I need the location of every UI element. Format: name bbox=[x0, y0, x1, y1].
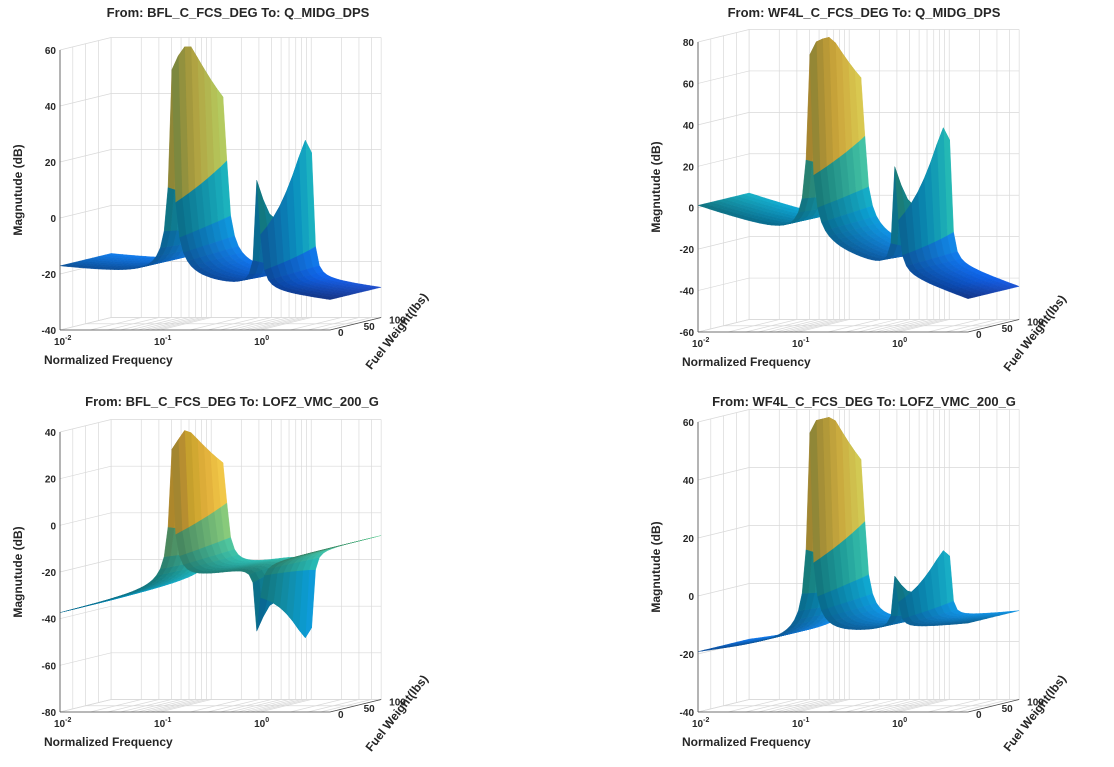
z-tick-label: -40 bbox=[42, 615, 57, 626]
z-tick-label: 80 bbox=[683, 38, 695, 49]
x-tick-label: 100 bbox=[254, 717, 269, 730]
z-tick-labels: -60 -40 -20 0 20 40 60 80 bbox=[680, 38, 695, 339]
y-tick-labels: 0 50 100 bbox=[976, 318, 1044, 342]
y-tick-label: 50 bbox=[1002, 704, 1014, 715]
z-tick-label: -80 bbox=[42, 708, 57, 719]
surface-patch bbox=[326, 546, 337, 550]
subplot-wf4l-to-q-midg: -60 -40 -20 0 20 40 60 80 10-2 10-1 100 0 50 100 Magnu… bbox=[649, 5, 1069, 374]
y-axis-line bbox=[967, 699, 1020, 713]
y-tick-label: 0 bbox=[976, 710, 982, 721]
x-axis-label: Normalized Frequency bbox=[682, 735, 811, 749]
surface bbox=[59, 429, 382, 639]
z-tick-label: 60 bbox=[683, 79, 695, 90]
chart-title: From: BFL_C_FCS_DEG To: LOFZ_VMC_200_G bbox=[85, 394, 379, 409]
y-axis-line bbox=[329, 317, 382, 331]
x-tick-label: 10-2 bbox=[54, 717, 71, 730]
y-tick-label: 100 bbox=[1027, 698, 1044, 709]
x-tick-label: 100 bbox=[892, 717, 907, 730]
axes bbox=[59, 50, 382, 331]
axes bbox=[697, 422, 1020, 713]
subplot-bfl-to-q-midg: -40 -20 0 20 40 60 10-2 10-1 100 0 50 100 Magnutude … bbox=[11, 5, 431, 372]
y-tick-label: 50 bbox=[364, 322, 376, 333]
z-tick-label: 20 bbox=[683, 534, 695, 545]
z-tick-label: -60 bbox=[42, 661, 57, 672]
x-tick-label: 10-1 bbox=[154, 335, 171, 348]
z-tick-labels: -80 -60 -40 -20 0 20 40 bbox=[42, 428, 57, 719]
x-axis-label: Normalized Frequency bbox=[44, 735, 173, 749]
z-tick-label: 60 bbox=[45, 46, 57, 57]
y-axis-line bbox=[967, 319, 1020, 333]
surface-patch bbox=[963, 295, 976, 299]
z-tick-label: 60 bbox=[683, 418, 695, 429]
z-tick-label: -60 bbox=[680, 328, 695, 339]
z-tick-label: -40 bbox=[42, 326, 57, 337]
surface-patch bbox=[964, 621, 975, 624]
z-tick-label: 20 bbox=[45, 158, 57, 169]
surface bbox=[59, 46, 382, 300]
z-tick-labels: -40 -20 0 20 40 60 bbox=[42, 46, 57, 337]
subplot-bfl-to-lofz: -80 -60 -40 -20 0 20 40 10-2 10-1 100 0 50 100 Magnut… bbox=[11, 394, 431, 754]
axes bbox=[59, 432, 382, 713]
z-axis-label: Magnutude (dB) bbox=[11, 144, 25, 235]
surface bbox=[697, 416, 1020, 652]
x-tick-label: 10-2 bbox=[692, 337, 709, 350]
x-tick-labels: 10-2 10-1 100 bbox=[54, 335, 269, 348]
z-tick-label: -20 bbox=[680, 245, 695, 256]
z-axis-label: Magnutude (dB) bbox=[11, 526, 25, 617]
z-tick-label: 40 bbox=[45, 428, 57, 439]
x-axis-label: Normalized Frequency bbox=[682, 355, 811, 369]
y-tick-labels: 0 50 100 bbox=[338, 316, 406, 340]
z-tick-label: -20 bbox=[680, 650, 695, 661]
z-axis-label: Magnutude (dB) bbox=[649, 521, 663, 612]
z-tick-label: -20 bbox=[42, 270, 57, 281]
x-tick-labels: 10-2 10-1 100 bbox=[692, 717, 907, 730]
z-tick-label: 20 bbox=[45, 475, 57, 486]
z-tick-labels: -40 -20 0 20 40 60 bbox=[680, 418, 695, 719]
y-tick-label: 50 bbox=[364, 704, 376, 715]
y-tick-label: 0 bbox=[338, 710, 344, 721]
y-tick-label: 100 bbox=[1027, 318, 1044, 329]
z-tick-label: 40 bbox=[683, 121, 695, 132]
y-tick-label: 50 bbox=[1002, 324, 1014, 335]
x-tick-label: 10-2 bbox=[54, 335, 71, 348]
y-tick-labels: 0 50 100 bbox=[338, 698, 406, 722]
z-tick-label: 0 bbox=[50, 521, 56, 532]
surface bbox=[697, 36, 1020, 299]
z-tick-label: 0 bbox=[50, 214, 56, 225]
y-tick-label: 100 bbox=[389, 316, 406, 327]
z-axis-label: Magnutude (dB) bbox=[649, 141, 663, 232]
y-tick-label: 0 bbox=[976, 330, 982, 341]
x-tick-label: 10-2 bbox=[692, 717, 709, 730]
axes bbox=[697, 42, 1020, 333]
z-tick-label: -40 bbox=[680, 708, 695, 719]
x-tick-label: 100 bbox=[254, 335, 269, 348]
z-tick-label: -20 bbox=[42, 568, 57, 579]
y-tick-labels: 0 50 100 bbox=[976, 698, 1044, 722]
chart-title: From: WF4L_C_FCS_DEG To: Q_MIDG_DPS bbox=[728, 5, 1001, 20]
subplot-wf4l-to-lofz: -40 -20 0 20 40 60 10-2 10-1 100 0 50 100 Magnutude … bbox=[649, 394, 1069, 754]
z-tick-label: 0 bbox=[688, 592, 694, 603]
chart-title: From: BFL_C_FCS_DEG To: Q_MIDG_DPS bbox=[107, 5, 370, 20]
y-tick-label: 100 bbox=[389, 698, 406, 709]
z-tick-label: 40 bbox=[683, 476, 695, 487]
z-tick-label: -40 bbox=[680, 287, 695, 298]
surface-patch bbox=[326, 297, 337, 300]
y-tick-label: 0 bbox=[338, 328, 344, 339]
z-tick-label: 0 bbox=[688, 204, 694, 215]
x-tick-label: 10-1 bbox=[792, 717, 809, 730]
x-tick-labels: 10-2 10-1 100 bbox=[692, 337, 907, 350]
x-tick-labels: 10-2 10-1 100 bbox=[54, 717, 269, 730]
grid bbox=[697, 409, 1020, 713]
z-tick-label: 40 bbox=[45, 102, 57, 113]
z-tick-label: 20 bbox=[683, 162, 695, 173]
chart-title: From: WF4L_C_FCS_DEG To: LOFZ_VMC_200_G bbox=[712, 394, 1016, 409]
x-tick-label: 10-1 bbox=[154, 717, 171, 730]
x-tick-label: 100 bbox=[892, 337, 907, 350]
x-tick-label: 10-1 bbox=[792, 337, 809, 350]
x-axis-label: Normalized Frequency bbox=[44, 353, 173, 367]
y-axis-line bbox=[329, 699, 382, 713]
